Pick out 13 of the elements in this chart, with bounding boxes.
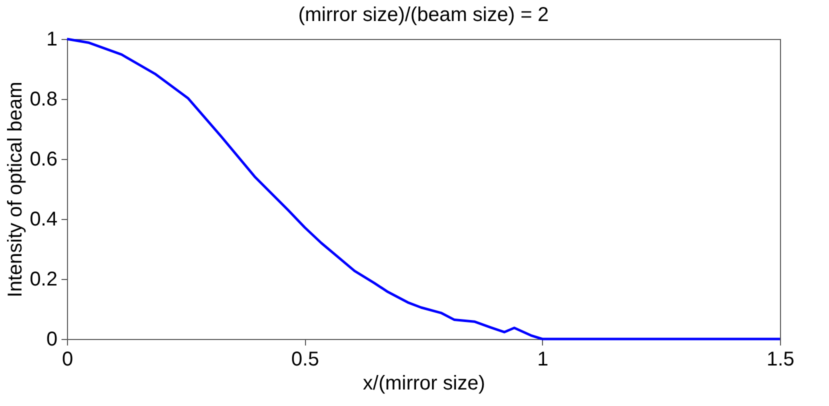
y-tick-label: 0.2: [30, 268, 58, 290]
x-axis-title: x/(mirror size): [362, 372, 486, 394]
y-tick-label: 0.4: [30, 208, 58, 230]
x-tick-label: 1: [537, 348, 548, 370]
x-tick-label: 1.5: [766, 348, 794, 370]
chart-title: (mirror size)/(beam size) = 2: [298, 4, 549, 26]
y-tick-label: 0: [46, 328, 58, 350]
x-tick-label: 0: [62, 348, 74, 370]
y-axis-title: Intensity of optical beam: [4, 82, 27, 298]
y-tick-label: 1: [46, 28, 58, 50]
x-tick-label: 0.5: [291, 348, 320, 370]
y-tick-label: 0.8: [30, 88, 58, 110]
y-tick-label: 0.6: [30, 148, 58, 170]
